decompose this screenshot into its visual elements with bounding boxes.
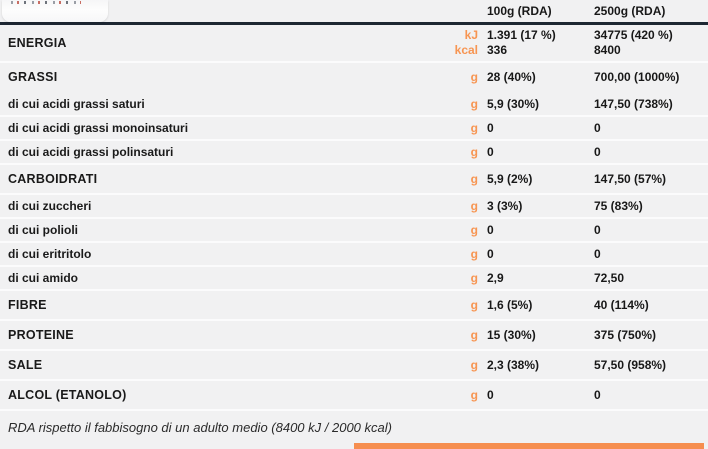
- value-per-100g: 0: [487, 120, 494, 135]
- nutrient-label: GRASSI: [8, 70, 58, 84]
- nutrient-label: di cui acidi grassi saturi: [8, 97, 145, 111]
- unit-label: g: [470, 246, 478, 261]
- bottom-accent-bar: [354, 443, 704, 449]
- unit-label: kJ kcal: [448, 28, 478, 58]
- table-row: di cui acidi grassi saturi g 5,9 (30%) 147,…: [0, 93, 708, 117]
- table-body: GRASSI g 28 (40%) 700,00 (1000%) di cui acid…: [0, 63, 708, 411]
- unit-label: g: [470, 69, 478, 84]
- value-per-2500g: 0: [594, 387, 601, 402]
- value-per-100g: 5,9 (2%): [487, 171, 533, 186]
- rda-footnote: RDA rispetto il fabbisogno di un adulto …: [8, 420, 392, 435]
- value-per-2500g: 40 (114%): [594, 297, 649, 312]
- table-row: di cui amido g 2,9 72,50: [0, 267, 708, 291]
- unit-label: g: [470, 144, 478, 159]
- table-row: di cui zuccheri g 3 (3%) 75 (83%): [0, 195, 708, 219]
- unit-label: g: [470, 96, 478, 111]
- energy-100g-kcal: 336: [487, 43, 508, 57]
- value-per-100g: 5,9 (30%): [487, 96, 540, 111]
- table-header-row: 100g (RDA) 2500g (RDA): [0, 0, 708, 25]
- nutrient-label: FIBRE: [8, 298, 47, 312]
- table-row: SALE g 2,3 (38%) 57,50 (958%): [0, 351, 708, 381]
- value-per-2500g: 34775 (420 %) 8400: [594, 28, 708, 58]
- value-per-2500g: 147,50 (57%): [594, 171, 667, 186]
- value-per-100g: 0: [487, 144, 494, 159]
- value-per-2500g: 0: [594, 246, 601, 261]
- value-per-2500g: 57,50 (958%): [594, 357, 667, 372]
- nutrient-label: di cui eritritolo: [8, 247, 92, 261]
- nutrition-table: 100g (RDA) 2500g (RDA) ENERGIA kJ kcal 1…: [0, 0, 708, 435]
- nutrient-label: di cui acidi grassi monoinsaturi: [8, 121, 189, 135]
- value-per-100g: 15 (30%): [487, 327, 536, 342]
- unit-label: g: [470, 387, 478, 402]
- value-per-100g: 0: [487, 222, 494, 237]
- nutrient-label: CARBOIDRATI: [8, 172, 98, 186]
- unit-label: g: [470, 120, 478, 135]
- unit-label: g: [470, 198, 478, 213]
- nutrient-label: di cui polioli: [8, 223, 78, 237]
- value-per-100g: 0: [487, 246, 494, 261]
- value-per-2500g: 700,00 (1000%): [594, 69, 680, 84]
- value-per-2500g: 375 (750%): [594, 327, 657, 342]
- table-row-energia: ENERGIA kJ kcal 1.391 (17 %) 336 34775 (…: [0, 25, 708, 63]
- value-per-100g: 28 (40%): [487, 69, 536, 84]
- table-row: GRASSI g 28 (40%) 700,00 (1000%): [0, 63, 708, 93]
- value-per-2500g: 72,50: [594, 270, 625, 285]
- unit-kcal: kcal: [454, 43, 478, 57]
- nutrient-label: di cui zuccheri: [8, 199, 92, 213]
- table-row: CARBOIDRATI g 5,9 (2%) 147,50 (57%): [0, 165, 708, 195]
- value-per-2500g: 147,50 (738%): [594, 96, 673, 111]
- table-row: ALCOL (ETANOLO) g 0 0: [0, 381, 708, 411]
- table-row: di cui eritritolo g 0 0: [0, 243, 708, 267]
- value-per-100g: 3 (3%): [487, 198, 523, 213]
- column-header-2500g: 2500g (RDA): [594, 3, 666, 18]
- value-per-2500g: 75 (83%): [594, 198, 643, 213]
- value-per-2500g: 0: [594, 144, 601, 159]
- value-per-100g: 1,6 (5%): [487, 297, 533, 312]
- unit-label: g: [470, 357, 478, 372]
- value-per-100g: 1.391 (17 %) 336: [478, 28, 594, 58]
- table-row: PROTEINE g 15 (30%) 375 (750%): [0, 321, 708, 351]
- value-per-100g: 2,3 (38%): [487, 357, 540, 372]
- value-per-2500g: 0: [594, 120, 601, 135]
- nutrient-label: di cui acidi grassi polinsaturi: [8, 145, 174, 159]
- table-row: di cui acidi grassi monoinsaturi g 0 0: [0, 117, 708, 141]
- nutrient-label: SALE: [8, 358, 43, 372]
- column-header-100g: 100g (RDA): [487, 3, 552, 18]
- table-row: di cui polioli g 0 0: [0, 219, 708, 243]
- table-row: di cui acidi grassi polinsaturi g 0 0: [0, 141, 708, 165]
- energy-2500g-kcal: 8400: [594, 43, 621, 57]
- energy-2500g-kj: 34775 (420 %): [594, 28, 673, 42]
- unit-label: g: [470, 171, 478, 186]
- nutrient-label: ENERGIA: [8, 36, 67, 50]
- nutrient-label: PROTEINE: [8, 328, 74, 342]
- value-per-100g: 2,9: [487, 270, 504, 285]
- product-image-text-fragment: [11, 1, 81, 4]
- unit-kj: kJ: [464, 28, 478, 42]
- unit-label: g: [470, 270, 478, 285]
- nutrient-label: ALCOL (ETANOLO): [8, 388, 127, 402]
- value-per-2500g: 0: [594, 222, 601, 237]
- energy-100g-kj: 1.391 (17 %): [487, 28, 556, 42]
- value-per-100g: 0: [487, 387, 494, 402]
- product-image: [2, 0, 108, 22]
- nutrient-label: di cui amido: [8, 271, 79, 285]
- unit-label: g: [470, 297, 478, 312]
- unit-label: g: [470, 327, 478, 342]
- table-row: FIBRE g 1,6 (5%) 40 (114%): [0, 291, 708, 321]
- unit-label: g: [470, 222, 478, 237]
